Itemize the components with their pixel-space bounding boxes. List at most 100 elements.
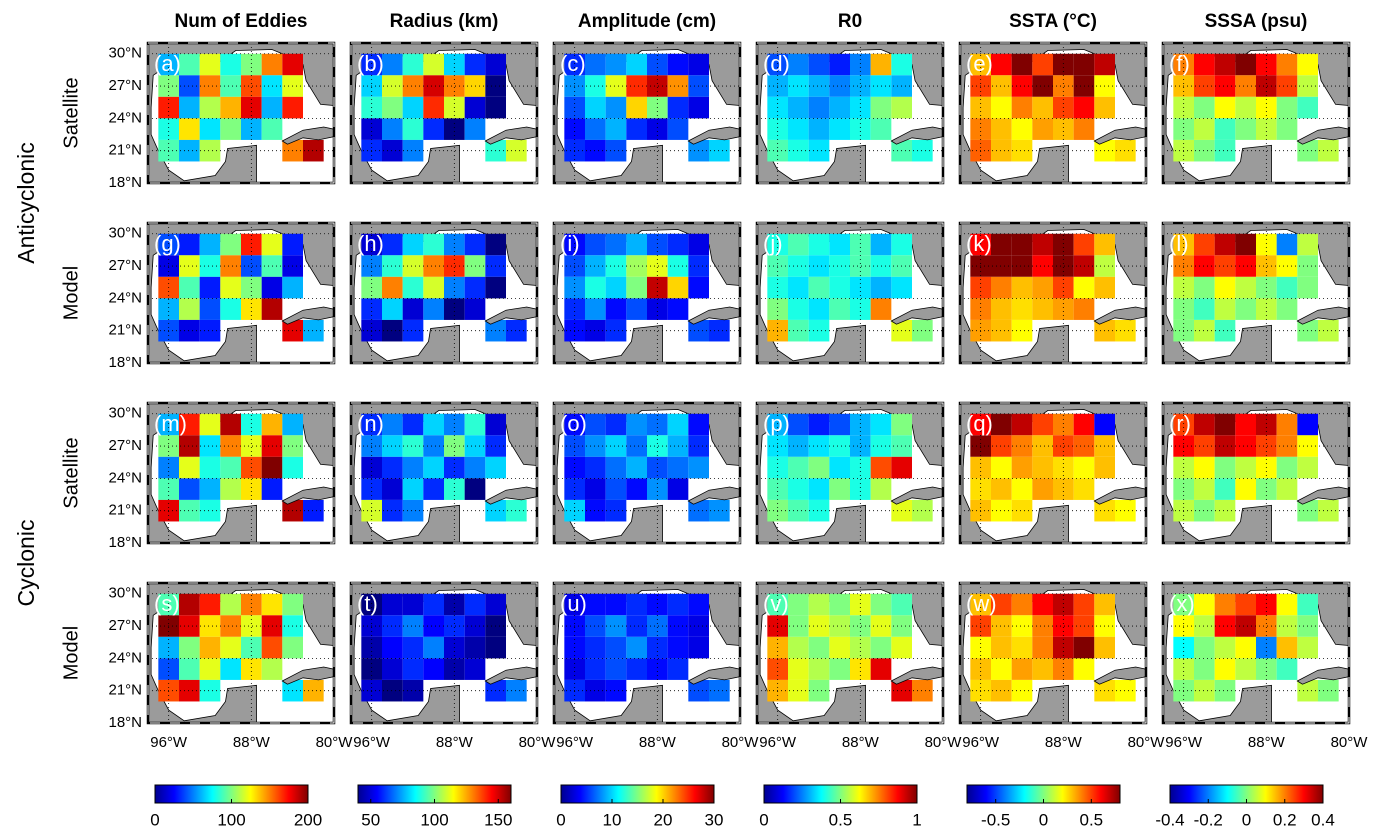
map-frame bbox=[147, 222, 335, 364]
grid-cell bbox=[1011, 478, 1033, 500]
grid-cell bbox=[688, 276, 709, 299]
grid-cell bbox=[626, 233, 647, 256]
grid-cell bbox=[991, 593, 1012, 616]
grid-cell bbox=[402, 118, 424, 140]
grid-cell bbox=[667, 53, 689, 76]
grid-cell bbox=[626, 276, 647, 299]
grid-cell bbox=[199, 75, 221, 97]
grid-cell bbox=[1256, 255, 1277, 277]
grid-cell bbox=[970, 298, 991, 320]
grid-cell bbox=[808, 139, 830, 162]
grid-cell bbox=[423, 658, 444, 680]
grid-cell bbox=[564, 658, 585, 680]
grid-cell bbox=[688, 233, 709, 256]
grid-cell bbox=[179, 118, 200, 140]
grid-cell bbox=[423, 456, 444, 479]
grid-cell bbox=[1011, 233, 1033, 256]
grid-cell bbox=[1235, 298, 1256, 320]
grid-cell bbox=[179, 319, 200, 342]
grid-cell bbox=[850, 118, 871, 140]
panel-label: (e) bbox=[966, 51, 993, 76]
grid-cell bbox=[767, 478, 788, 500]
grid-cell bbox=[1011, 615, 1033, 637]
x-tick-label: 96°W bbox=[962, 734, 1000, 751]
grid-cell bbox=[912, 139, 933, 162]
grid-cell bbox=[1173, 593, 1194, 616]
grid-cell bbox=[444, 53, 465, 76]
grid-cell bbox=[506, 499, 527, 522]
panel-label: (j) bbox=[763, 231, 783, 256]
map-panel: (d) bbox=[755, 41, 945, 185]
grid-cell bbox=[605, 319, 627, 342]
grid-cell bbox=[626, 298, 647, 320]
x-tick-label: 88°W bbox=[436, 734, 474, 751]
grid-cell bbox=[605, 499, 627, 522]
grid-cell bbox=[282, 53, 303, 76]
map-panel: (x) bbox=[1161, 581, 1351, 725]
grid-cell bbox=[647, 118, 668, 140]
grid-cell bbox=[1173, 233, 1194, 256]
grid-cell bbox=[1235, 593, 1256, 616]
grid-cell bbox=[179, 658, 200, 680]
grid-cell bbox=[970, 658, 991, 680]
grid-cell bbox=[1214, 413, 1236, 436]
panel-label: (l) bbox=[1169, 231, 1189, 256]
x-tick-label: 88°W bbox=[639, 734, 677, 751]
map-frame bbox=[756, 402, 944, 544]
grid-cell bbox=[767, 413, 788, 436]
grid-cell bbox=[1194, 118, 1215, 140]
grid-cell bbox=[1053, 658, 1074, 680]
grid-cell bbox=[1194, 233, 1215, 256]
grid-cell bbox=[808, 53, 830, 76]
grid-cell bbox=[361, 413, 382, 436]
grid-cell bbox=[199, 139, 221, 162]
grid-cell bbox=[1214, 679, 1236, 702]
grid-cell bbox=[991, 636, 1012, 659]
grid-cell bbox=[423, 636, 444, 659]
grid-cell bbox=[485, 233, 506, 256]
map-panel: (w) bbox=[958, 581, 1148, 725]
map-panel: (a) bbox=[146, 41, 336, 185]
grid-cell bbox=[605, 456, 627, 479]
grid-cell bbox=[402, 139, 424, 162]
map-panel: (k) bbox=[958, 221, 1148, 365]
grid-cell bbox=[241, 413, 262, 436]
grid-cell bbox=[585, 233, 606, 256]
map-panel: (j) bbox=[755, 221, 945, 365]
grid-cell bbox=[1235, 658, 1256, 680]
grid-cell bbox=[1173, 658, 1194, 680]
grid-cell bbox=[220, 636, 241, 659]
grid-cell bbox=[1256, 298, 1277, 320]
grid-cell bbox=[1094, 456, 1115, 479]
grid-cell bbox=[179, 96, 200, 119]
grid-cell bbox=[605, 658, 627, 680]
grid-cell bbox=[1214, 593, 1236, 616]
grid-cell bbox=[667, 658, 689, 680]
panel-label: (t) bbox=[357, 591, 378, 616]
map-frame bbox=[1162, 42, 1350, 184]
grid-cell bbox=[1214, 255, 1236, 277]
grid-cell bbox=[912, 499, 933, 522]
grid-cell bbox=[788, 615, 809, 637]
grid-cell bbox=[1256, 593, 1277, 616]
grid-cell bbox=[605, 593, 627, 616]
grid-cell bbox=[667, 593, 689, 616]
grid-cell bbox=[991, 75, 1012, 97]
grid-cell bbox=[1194, 615, 1215, 637]
grid-cell bbox=[970, 53, 991, 76]
grid-cell bbox=[1318, 499, 1339, 522]
grid-cell bbox=[199, 118, 221, 140]
grid-cell bbox=[179, 615, 200, 637]
grid-cell bbox=[382, 593, 403, 616]
grid-cell bbox=[1276, 593, 1298, 616]
grid-cell bbox=[199, 53, 221, 76]
grid-cell bbox=[1194, 75, 1215, 97]
grid-cell bbox=[241, 478, 262, 500]
grid-cell bbox=[1032, 118, 1053, 140]
grid-cell bbox=[829, 233, 850, 256]
grid-cell bbox=[1256, 615, 1277, 637]
grid-cell bbox=[709, 679, 730, 702]
grid-cell bbox=[788, 298, 809, 320]
grid-cell bbox=[1032, 75, 1053, 97]
grid-cell bbox=[444, 233, 465, 256]
